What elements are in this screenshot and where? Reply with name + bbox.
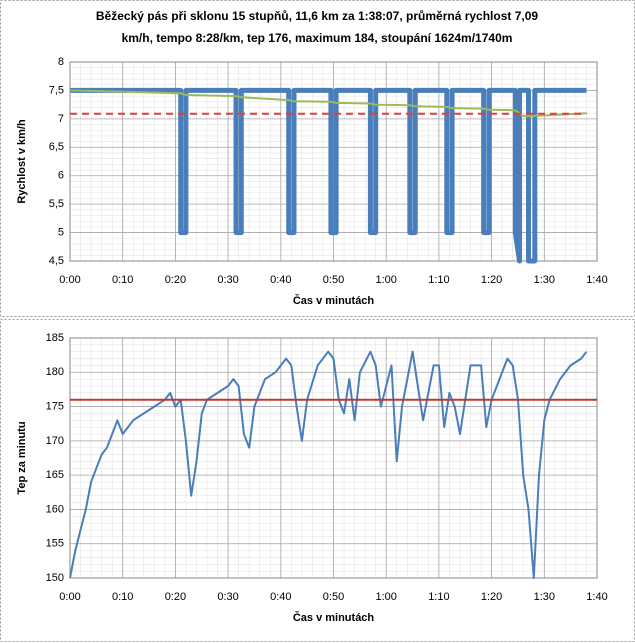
x-tick-label: 1:20 bbox=[481, 274, 502, 286]
x-tick-label: 0:20 bbox=[165, 591, 186, 603]
y-axis-label: Tep za minutu bbox=[16, 421, 28, 494]
x-tick-label: 1:10 bbox=[428, 591, 449, 603]
y-tick-label: 160 bbox=[46, 503, 64, 515]
x-axis-label: Čas v minutách bbox=[293, 611, 375, 624]
x-tick-label: 1:20 bbox=[481, 591, 502, 603]
x-tick-label: 0:50 bbox=[323, 274, 344, 286]
y-tick-label: 150 bbox=[46, 572, 64, 584]
x-tick-label: 1:40 bbox=[586, 274, 607, 286]
y-tick-label: 7 bbox=[58, 113, 64, 125]
x-tick-label: 0:00 bbox=[59, 591, 80, 603]
y-tick-label: 6 bbox=[58, 170, 64, 182]
series-line bbox=[69, 89, 587, 117]
y-tick-label: 180 bbox=[46, 366, 64, 378]
y-tick-label: 4,5 bbox=[49, 255, 64, 267]
chart-title: km/h, tempo 8:28/km, tep 176, maximum 18… bbox=[122, 31, 513, 45]
x-axis-label: Čas v minutách bbox=[293, 294, 375, 307]
y-tick-label: 175 bbox=[46, 400, 64, 412]
x-tick-label: 1:30 bbox=[534, 274, 555, 286]
x-tick-label: 0:20 bbox=[165, 274, 186, 286]
x-tick-label: 1:40 bbox=[586, 591, 607, 603]
y-axis-label: Rychlost v km/h bbox=[16, 119, 28, 204]
x-tick-label: 1:10 bbox=[428, 274, 449, 286]
chart-title: Běžecký pás při sklonu 15 stupňů, 11,6 k… bbox=[96, 9, 539, 23]
x-tick-label: 0:50 bbox=[323, 591, 344, 603]
y-tick-label: 170 bbox=[46, 435, 64, 447]
y-tick-label: 5,5 bbox=[49, 198, 64, 210]
x-tick-label: 1:00 bbox=[375, 591, 396, 603]
x-tick-label: 0:00 bbox=[59, 274, 80, 286]
y-tick-label: 6,5 bbox=[49, 141, 64, 153]
y-tick-label: 165 bbox=[46, 469, 64, 481]
x-tick-label: 0:10 bbox=[112, 591, 133, 603]
plot-border bbox=[69, 61, 598, 262]
x-tick-label: 1:30 bbox=[534, 591, 555, 603]
x-tick-label: 0:30 bbox=[217, 274, 238, 286]
x-tick-label: 0:40 bbox=[270, 274, 291, 286]
y-tick-label: 185 bbox=[46, 332, 64, 344]
plot-border bbox=[69, 337, 598, 579]
x-tick-label: 0:30 bbox=[217, 591, 238, 603]
y-tick-label: 5 bbox=[58, 226, 64, 238]
x-tick-label: 1:00 bbox=[375, 274, 396, 286]
x-tick-label: 0:40 bbox=[270, 591, 291, 603]
y-tick-label: 7,5 bbox=[49, 84, 64, 96]
y-tick-label: 8 bbox=[58, 56, 64, 68]
series-line bbox=[69, 350, 588, 579]
series-line bbox=[70, 87, 587, 264]
x-tick-label: 0:10 bbox=[112, 274, 133, 286]
y-tick-label: 155 bbox=[46, 538, 64, 550]
